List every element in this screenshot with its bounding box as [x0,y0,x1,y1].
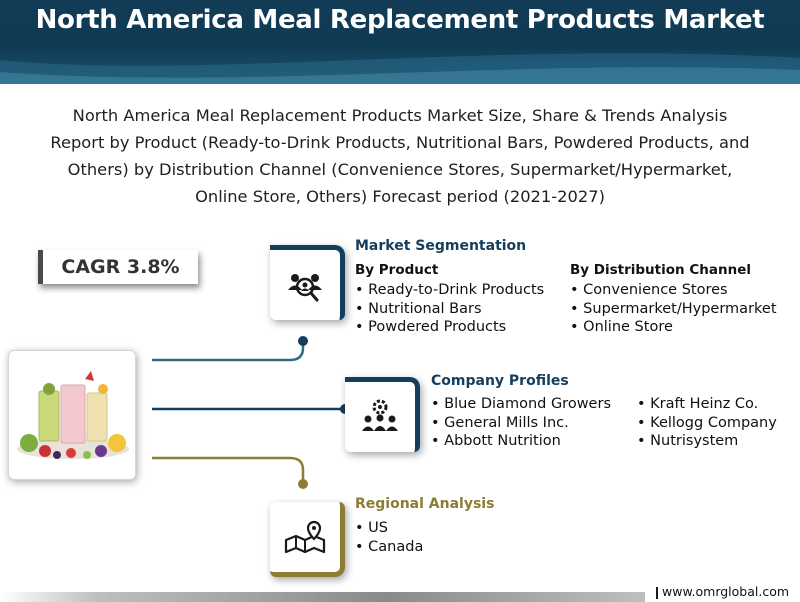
segmentation-icon-card [270,245,345,320]
footer-bar [0,592,645,602]
report-description: North America Meal Replacement Products … [40,102,760,210]
list-item: Powdered Products [355,318,544,337]
description-line: North America Meal Replacement Products … [72,106,728,125]
by-channel-heading: By Distribution Channel [570,262,751,278]
by-product-heading: By Product [355,262,439,278]
list-item: Abbott Nutrition [431,432,611,451]
company-profiles-title: Company Profiles [431,373,569,389]
cagr-badge: CAGR 3.8% [38,250,198,284]
list-item: Nutrisystem [637,432,777,451]
list-item: Nutritional Bars [355,300,544,319]
region-list: US Canada [355,519,423,556]
description-line: Report by Product (Ready-to-Drink Produc… [50,133,750,152]
list-item: Supermarket/Hypermarket [570,300,776,319]
company-list-col1: Blue Diamond Growers General Mills Inc. … [431,395,611,451]
header-banner: North America Meal Replacement Products … [0,0,800,84]
smoothie-image [8,350,136,480]
list-item: Online Store [570,318,777,337]
list-item: Convenience Stores [570,281,777,300]
product-list: Ready-to-Drink Products Nutritional Bars… [355,281,544,337]
smoothie-illustration [17,371,129,459]
page-title: North America Meal Replacement Products … [35,5,765,35]
channel-list: Convenience Stores Supermarket/Hypermark… [570,281,777,337]
regional-icon-card [270,502,345,577]
regional-title: Regional Analysis [355,496,495,512]
list-item: Ready-to-Drink Products [355,281,544,300]
list-item: Kraft Heinz Co. [637,395,777,414]
map-pin-icon [284,520,326,554]
description-line: Others) by Distribution Channel (Conveni… [67,160,733,179]
description-line: Online Store, Others) Forecast period (2… [195,187,605,206]
people-search-icon [288,274,322,302]
cagr-label: CAGR 3.8% [61,256,180,278]
company-list-col2: Kraft Heinz Co. Kellogg Company Nutrisys… [637,395,777,451]
company-profiles-icon-card [345,377,420,452]
list-item: Blue Diamond Growers [431,395,611,414]
header-decoration [0,53,800,84]
list-item: General Mills Inc. [431,414,611,433]
list-item: Kellogg Company [637,414,777,433]
list-item: US [355,519,423,538]
team-gear-icon [362,399,398,431]
footer-divider [656,587,658,599]
list-item: Canada [355,538,423,557]
segmentation-title: Market Segmentation [355,238,527,254]
website-link[interactable]: www.omrglobal.com [662,584,790,599]
